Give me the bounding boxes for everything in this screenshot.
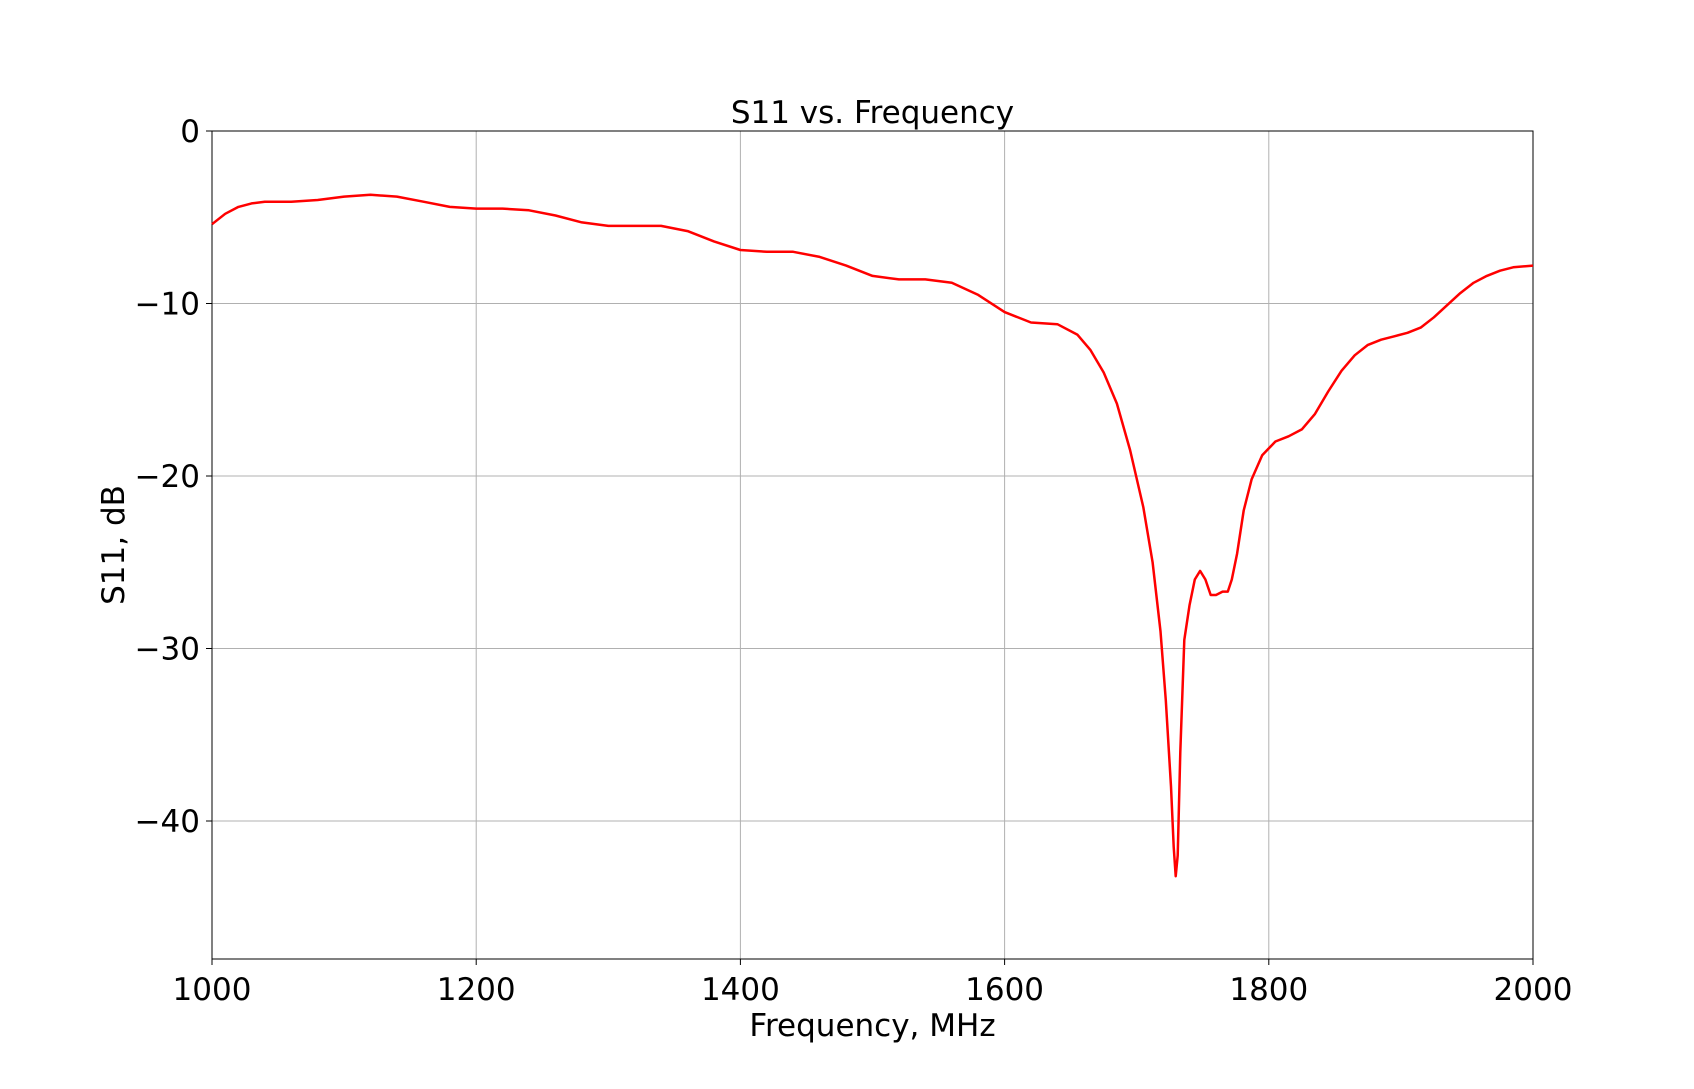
y-tick-label: −30 (135, 632, 200, 668)
y-tick-label: −40 (135, 804, 200, 840)
y-tick-label: 0 (180, 114, 200, 150)
y-axis-label: S11, dB (96, 485, 132, 605)
x-tick-label: 2000 (1494, 972, 1573, 1008)
x-tick-label: 1400 (701, 972, 780, 1008)
x-tick-label: 1600 (965, 972, 1044, 1008)
y-tick-label: −20 (135, 459, 200, 495)
plot-frame (211, 130, 1534, 960)
chart-title: S11 vs. Frequency (731, 95, 1014, 131)
series-layer (211, 193, 1534, 878)
s11-series-line (211, 193, 1534, 878)
x-tick-label: 1200 (437, 972, 516, 1008)
x-tick-label: 1800 (1229, 972, 1308, 1008)
y-tick-label: −10 (135, 287, 200, 323)
x-tick-label: 1000 (173, 972, 252, 1008)
x-axis-label: Frequency, MHz (749, 1008, 995, 1044)
tick-layer: 1000 1200 1400 1600 1800 2000 0 −10 −20 −30 −40 (135, 114, 1573, 1008)
